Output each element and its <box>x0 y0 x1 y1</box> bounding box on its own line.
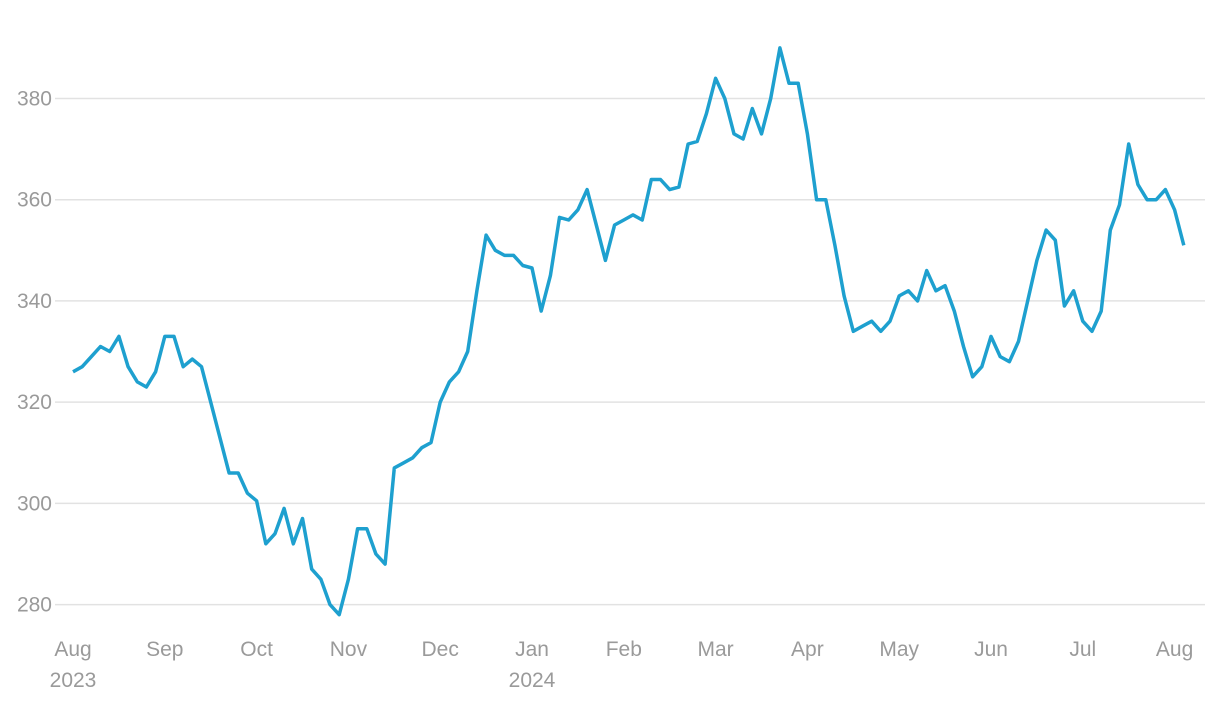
y-tick-label: 280 <box>17 594 52 617</box>
x-tick-label: Feb <box>606 638 642 661</box>
y-tick-label: 360 <box>17 189 52 212</box>
x-tick-label: Aug 2023 <box>50 638 97 692</box>
x-tick-label: Mar <box>698 638 734 661</box>
x-tick-label: Aug <box>1156 638 1193 661</box>
y-tick-label: 340 <box>17 290 52 313</box>
x-tick-label: Jun <box>974 638 1008 661</box>
price-line <box>72 46 1186 617</box>
y-tick-label: 320 <box>17 391 52 414</box>
x-tick-label: Jul <box>1069 638 1096 661</box>
x-tick-label: Dec <box>422 638 459 661</box>
x-tick-label: May <box>879 638 919 661</box>
x-tick-label: Oct <box>240 638 273 661</box>
y-tick-label: 300 <box>17 492 52 515</box>
x-tick-label: Nov <box>330 638 368 661</box>
x-tick-label: Jan 2024 <box>509 638 556 692</box>
x-tick-label: Sep <box>146 638 183 661</box>
x-tick-label: Apr <box>791 638 824 661</box>
y-tick-label: 380 <box>17 88 52 111</box>
